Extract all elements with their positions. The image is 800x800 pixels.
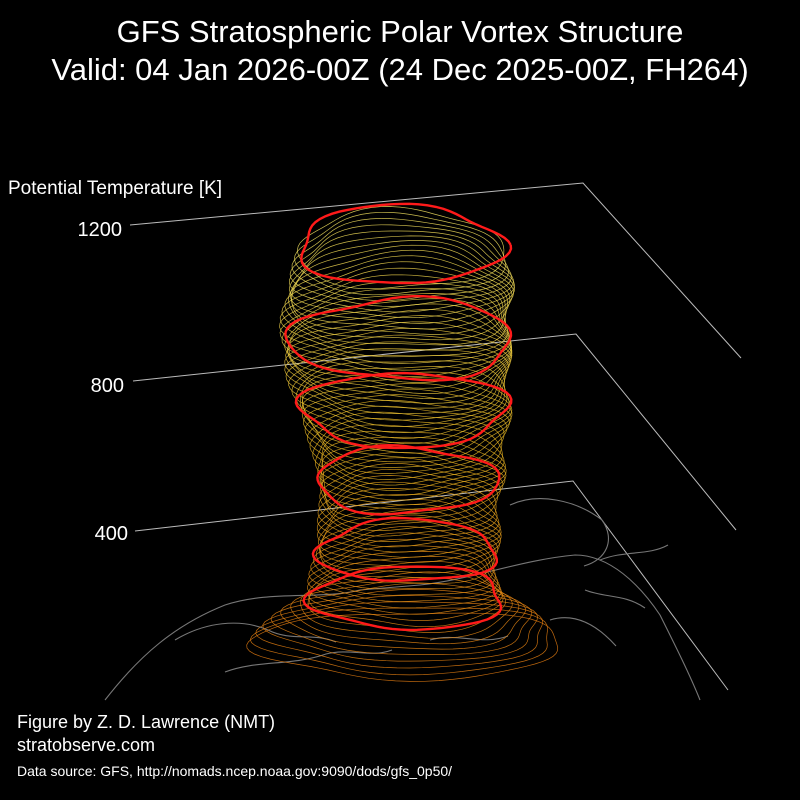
vortex-contour	[307, 551, 502, 615]
vortex-contour	[249, 607, 548, 676]
vortex-level-contour	[300, 202, 513, 285]
vortex-contour	[281, 293, 512, 377]
vortex-contour	[302, 371, 512, 449]
vortex-contour	[307, 556, 503, 621]
vortex-contour	[301, 382, 513, 458]
vortex-contour	[319, 504, 502, 569]
vortex-contour	[280, 582, 526, 650]
z-grid-line	[134, 480, 729, 691]
z-grid-line	[129, 182, 742, 359]
vortex-contour	[320, 457, 501, 526]
vortex-contour	[295, 360, 508, 439]
vortex-contour	[270, 589, 533, 655]
vortex-contour	[287, 303, 512, 389]
vortex-contour	[284, 327, 512, 409]
vortex-contour	[308, 561, 504, 628]
vortex-contour	[279, 287, 511, 371]
vortex-contour	[285, 341, 509, 421]
vortex-contour	[291, 244, 515, 330]
z-grid	[129, 182, 742, 691]
vortex-contour	[307, 545, 500, 609]
vortex-contour	[291, 249, 513, 335]
vortex-level-contour	[316, 443, 501, 516]
z-tick-label: 800	[91, 375, 124, 397]
vortex-contour	[284, 261, 508, 346]
vortex-contour	[284, 334, 511, 415]
coastline	[549, 617, 617, 647]
vortex-contour	[316, 481, 500, 548]
coastline	[509, 498, 609, 567]
author-credit: Figure by Z. D. Lawrence (NMT)	[17, 712, 276, 732]
vortex-contour	[287, 315, 513, 400]
vortex-contour	[288, 255, 511, 341]
vortex-contour	[321, 441, 507, 510]
vortex-contour	[299, 366, 510, 445]
vortex-level-contour	[302, 565, 503, 632]
vortex-contour	[262, 595, 538, 662]
vortex-contour	[289, 240, 515, 324]
z-tick-label: 400	[95, 523, 128, 545]
vortex-contour	[309, 411, 503, 486]
vortex-contour	[319, 463, 499, 531]
vortex-contour	[310, 532, 496, 596]
chart-title: GFS Stratospheric Polar Vortex Structure	[116, 14, 684, 49]
vortex-contour	[317, 499, 502, 563]
vortex-contour	[297, 206, 505, 290]
coastline	[584, 589, 646, 609]
website-credit: stratobserve.com	[17, 735, 156, 755]
vortex-contour	[317, 430, 506, 501]
vortex-contour	[291, 354, 505, 434]
vortex-contour	[288, 309, 513, 394]
vortex-contour	[316, 520, 497, 584]
z-grid-line	[132, 333, 737, 531]
vortex-contour	[279, 281, 510, 364]
vortex-contour	[246, 612, 559, 682]
vortex-contour	[317, 494, 502, 558]
vortex-contour	[315, 424, 505, 496]
vortex-contour	[291, 218, 509, 302]
vortex-contour	[318, 468, 497, 537]
vortex-contour	[285, 321, 513, 404]
vortex-contour	[279, 274, 508, 358]
vortex-contour	[306, 405, 505, 480]
vortex-contour	[303, 394, 510, 468]
chart-subtitle: Valid: 04 Jan 2026-00Z (24 Dec 2025-00Z,…	[51, 52, 749, 87]
vortex-level-contour	[284, 295, 513, 382]
data-source: Data source: GFS, http://nomads.ncep.noa…	[17, 763, 453, 779]
vortex-level-contour	[311, 516, 498, 583]
vortex-contour	[294, 211, 506, 296]
vortex-contour	[312, 526, 495, 590]
vortex-contour	[316, 488, 501, 553]
vortex-surface	[246, 202, 559, 682]
vortex-contour	[288, 235, 515, 319]
vortex-contour	[301, 388, 512, 463]
coastline	[224, 649, 393, 673]
coastline	[174, 622, 337, 643]
vortex-contour	[288, 348, 507, 427]
z-axis-label: Potential Temperature [K]	[8, 178, 222, 199]
coastline	[599, 544, 669, 561]
vortex-contour	[290, 577, 520, 645]
z-tick-label: 1200	[78, 219, 123, 241]
vortex-contour	[308, 538, 499, 602]
vortex-contour	[317, 475, 498, 542]
